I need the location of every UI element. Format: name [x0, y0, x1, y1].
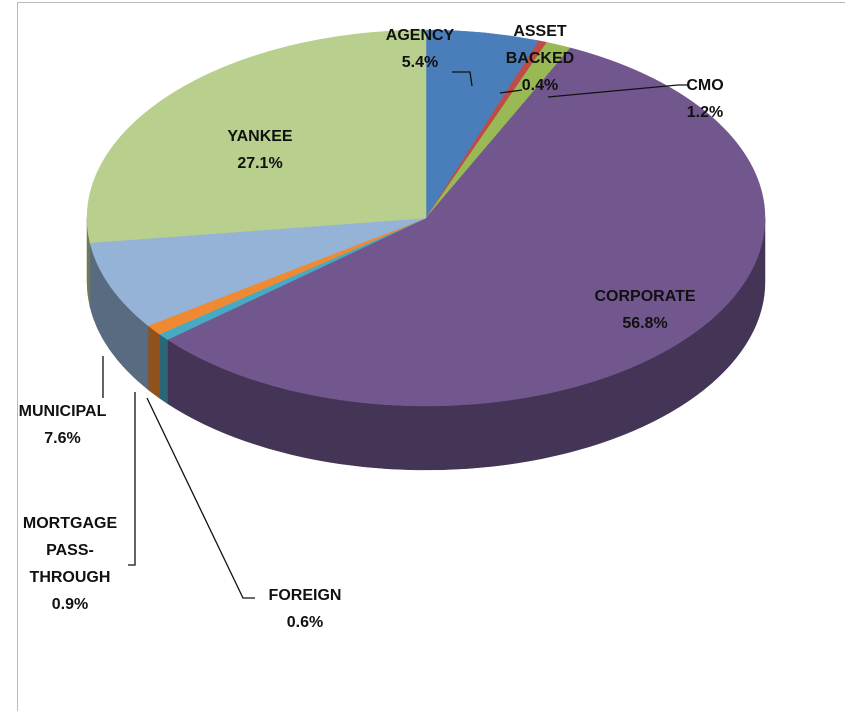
value-label: 56.8%: [622, 315, 668, 332]
value-label: 5.4%: [401, 54, 439, 71]
category-label: MUNICIPAL: [18, 403, 107, 420]
slice: [89, 217, 427, 326]
slice-label: MUNICIPAL 7.6%: [0, 398, 125, 452]
category-label: YANKEE: [227, 128, 293, 145]
value-label: 0.9%: [51, 596, 89, 613]
slice-label: YANKEE 27.1%: [200, 123, 320, 177]
leader-line: [547, 84, 688, 98]
category-label: FOREIGN: [268, 587, 342, 604]
category-label: ASSET BACKED: [505, 23, 575, 67]
leader-line: [146, 397, 255, 599]
slice-side: [147, 325, 160, 399]
slice-label: CORPORATE 56.8%: [570, 283, 720, 337]
category-label: AGENCY: [385, 27, 455, 44]
category-label: CMO: [686, 77, 724, 94]
category-label: MORTGAGE PASS-THROUGH: [22, 515, 118, 586]
value-label: 27.1%: [237, 155, 283, 172]
category-label: CORPORATE: [594, 288, 696, 305]
slice-label: MORTGAGE PASS-THROUGH 0.9%: [10, 510, 130, 618]
value-label: 1.2%: [686, 104, 724, 121]
slice: [167, 47, 766, 407]
slice-label: AGENCY 5.4%: [370, 22, 470, 76]
leader-line: [128, 392, 136, 566]
value-label: 0.4%: [521, 77, 559, 94]
slice-side: [159, 333, 168, 405]
pie: [86, 29, 766, 471]
leader-line: [499, 89, 523, 94]
slice: [86, 29, 427, 243]
slice-label: CMO 1.2%: [670, 72, 740, 126]
slice-label: ASSET BACKED 0.4%: [500, 18, 580, 99]
slice-label: FOREIGN 0.6%: [240, 582, 370, 636]
leader-line: [452, 71, 473, 87]
value-label: 0.6%: [286, 614, 324, 631]
value-label: 7.6%: [44, 430, 81, 447]
slice-tops: [86, 29, 766, 407]
leader-lines: [102, 71, 688, 599]
